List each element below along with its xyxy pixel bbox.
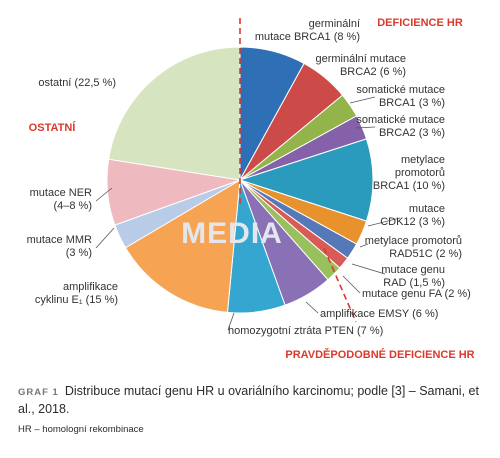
group-label-hr-deficiency: DEFICIENCE HR	[377, 17, 463, 29]
divider-bottom	[323, 247, 357, 323]
pie-slice-12	[124, 179, 241, 313]
figure-number: GRAF 1	[18, 387, 59, 398]
pie-slices	[106, 46, 374, 314]
slice-label-7: metylace promotorů RAD51C (2 %)	[365, 235, 462, 260]
slice-label-15: ostatní (22,5 %)	[38, 77, 116, 89]
slice-label-9: mutace genu FA (2 %)	[362, 288, 471, 300]
group-label-other: OSTATNÍ	[29, 121, 77, 134]
slice-label-11: homozygotní ztráta PTEN (7 %)	[228, 325, 383, 337]
figure-caption: GRAF 1 Distribuce mutací genu HR u ovariá…	[18, 383, 488, 418]
leader-lines	[95, 96, 401, 331]
pie-slice-5	[238, 138, 374, 222]
slice-label-14: mutace NER (4–8 %)	[30, 187, 92, 212]
leader-line-14	[95, 187, 113, 202]
slice-label-4: somatické mutace BRCA2 (3 %)	[356, 114, 445, 139]
leader-line-3	[349, 96, 376, 104]
leader-line-13	[95, 227, 115, 249]
slice-label-3: somatické mutace BRCA1 (3 %)	[356, 84, 445, 109]
leader-line-6	[367, 217, 401, 227]
leader-line-8	[351, 263, 386, 275]
slice-label-6: mutace CDK12 (3 %)	[380, 203, 445, 228]
leader-line-4	[355, 126, 376, 129]
leader-line-7	[359, 243, 369, 248]
slice-label-12: amplifikace cyklinu E₁ (15 %)	[35, 281, 118, 306]
pie-slice-15	[108, 46, 241, 181]
leader-line-9	[342, 275, 361, 294]
pie-chart: MEDIA germinální mutace BRCA1 (8 %)germin…	[27, 17, 475, 361]
slice-label-2: germinální mutace BRCA2 (6 %)	[316, 53, 407, 78]
slice-label-13: mutace MMR (3 %)	[27, 234, 92, 259]
abbreviation-note: HR – homologní rekombinace	[18, 424, 144, 435]
leader-line-11	[227, 312, 235, 331]
slice-label-1: germinální mutace BRCA1 (8 %)	[255, 18, 360, 43]
slice-label-5: metylace promotorů BRCA1 (10 %)	[373, 154, 445, 192]
slice-labels: germinální mutace BRCA1 (8 %) germinální m…	[27, 18, 471, 337]
watermark: MEDIA	[181, 217, 283, 250]
caption-text: Distribuce mutací genu HR u ovariálního …	[18, 384, 479, 416]
slice-label-8: mutace genu RAD (1,5 %)	[381, 264, 445, 289]
group-label-probable-hr-deficiency: PRAVDĚPODOBNÉ DEFICIENCE HR	[285, 348, 474, 361]
slice-label-10: amplifikace EMSY (6 %)	[320, 308, 438, 320]
leader-line-10	[305, 301, 319, 314]
